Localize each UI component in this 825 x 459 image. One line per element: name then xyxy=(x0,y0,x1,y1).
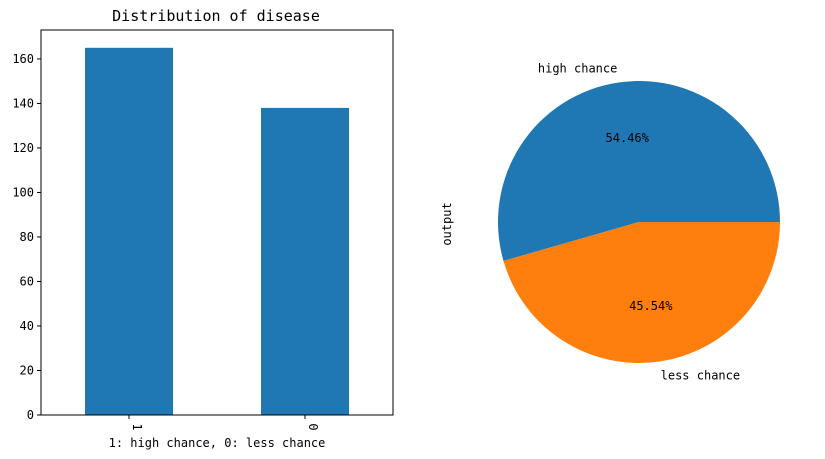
y-tick-label: 0 xyxy=(27,408,34,422)
y-tick-label: 120 xyxy=(12,141,34,155)
pie-slice-label: less chance xyxy=(661,369,740,383)
y-tick-label: 140 xyxy=(12,96,34,110)
pie-percent-label: 45.54% xyxy=(629,299,673,313)
y-tick-label: 100 xyxy=(12,185,34,199)
bar-plot-frame xyxy=(40,29,394,416)
pie-slice-less-chance xyxy=(503,222,780,364)
bar-chart-title: Distribution of disease xyxy=(112,7,320,25)
bar-y-ticks: 0 20 40 60 80 100 120 140 160 xyxy=(12,52,41,422)
bar-0 xyxy=(261,107,349,416)
x-tick-label: 1 xyxy=(130,423,144,430)
bar-x-axis-label: 1: high chance, 0: less chance xyxy=(109,436,326,450)
pie-y-axis-label: output xyxy=(440,202,454,245)
bar-1 xyxy=(85,47,173,415)
pie-percent-label: 54.46% xyxy=(606,131,650,145)
y-tick-label: 80 xyxy=(20,230,34,244)
y-tick-label: 40 xyxy=(20,319,34,333)
bar-chart: Distribution of disease 0204060801001201… xyxy=(12,7,394,450)
pie-slice-high-chance xyxy=(498,81,780,261)
pie-slice-label: high chance xyxy=(538,61,617,75)
y-tick-label: 60 xyxy=(20,274,34,288)
x-tick-label: 0 xyxy=(306,423,320,430)
bar-marks xyxy=(85,47,349,416)
y-tick-label: 20 xyxy=(20,363,34,377)
y-tick-label: 160 xyxy=(12,52,34,66)
pie-marks: 54.46% high chance 45.54% less chance xyxy=(498,61,780,383)
pie-chart: output 54.46% high chance 45.54% less chanc… xyxy=(440,61,780,383)
